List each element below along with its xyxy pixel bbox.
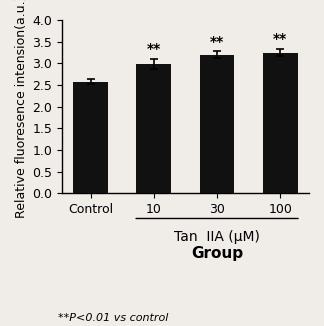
Bar — [200, 55, 235, 193]
Bar — [263, 52, 298, 193]
Text: **: ** — [210, 35, 224, 49]
Text: **: ** — [273, 32, 287, 46]
Text: Tan  IIA (μM): Tan IIA (μM) — [174, 230, 260, 244]
Y-axis label: Relative fluoresence intension(a.u.): Relative fluoresence intension(a.u.) — [15, 0, 28, 218]
Bar — [136, 64, 171, 193]
Text: **: ** — [147, 42, 161, 56]
Text: Group: Group — [191, 246, 243, 261]
Text: **P<0.01 vs control: **P<0.01 vs control — [58, 313, 169, 323]
Bar — [73, 82, 108, 193]
